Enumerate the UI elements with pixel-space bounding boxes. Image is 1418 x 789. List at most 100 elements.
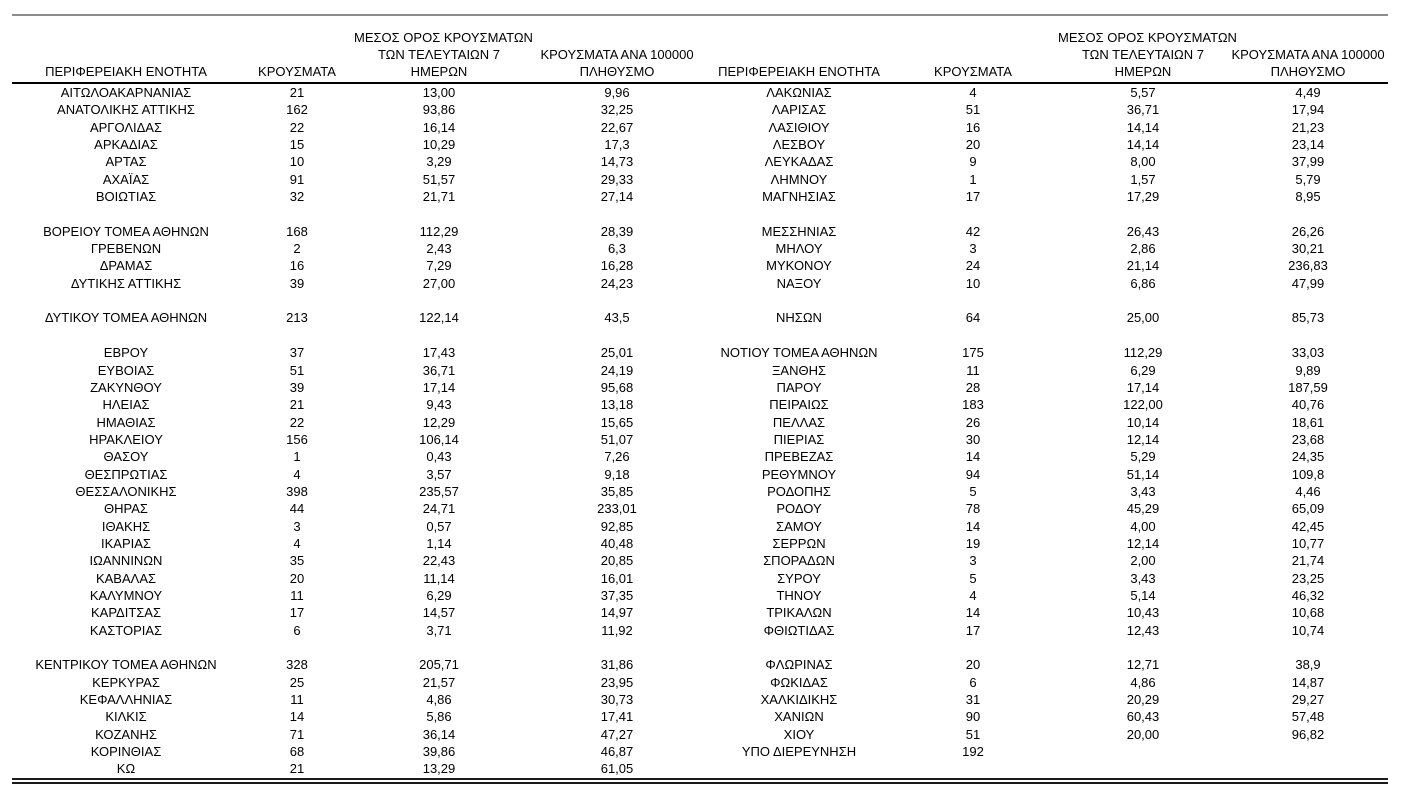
header-row: ΠΕΡΙΦΕΡΕΙΑΚΗ ΕΝΟΤΗΤΑ ΚΡΟΥΣΜΑΤΑ ΜΕΣΟΣ ΟΡΟ… bbox=[12, 15, 1388, 84]
region-cell: ΠΕΙΡΑΙΩΣ bbox=[769, 397, 829, 413]
table-row: ΙΘΑΚΗΣ 3 0,57 92,85 ΣΑΜΟΥ 14 4,00 42,45 bbox=[12, 518, 1388, 535]
table-row: ΕΥΒΟΙΑΣ 51 36,71 24,19 ΞΑΝΘΗΣ 11 6,29 9,89 bbox=[12, 362, 1388, 379]
region-cell: ΔΡΑΜΑΣ bbox=[99, 258, 153, 274]
region-cell: ΣΠΟΡΑΔΩΝ bbox=[763, 553, 835, 569]
avg7-cell: 10,29 bbox=[422, 137, 456, 153]
per100k-cell: 16,28 bbox=[600, 258, 634, 274]
per100k-cell: 38,9 bbox=[1295, 657, 1321, 673]
per100k-cell: 18,61 bbox=[1291, 414, 1325, 430]
avg7-cell: 122,14 bbox=[419, 310, 459, 326]
region-cell: ΤΗΝΟΥ bbox=[776, 587, 822, 603]
avg7-cell: 8,00 bbox=[1130, 154, 1156, 170]
region-cell bbox=[12, 639, 240, 656]
region-cell: ΔΥΤΙΚΟΥ ΤΟΜΕΑ ΑΘΗΝΩΝ bbox=[44, 310, 208, 326]
region-cell: ΑΝΑΤΟΛΙΚΗΣ ΑΤΤΙΚΗΣ bbox=[57, 102, 195, 118]
region-cell: ΛΑΚΩΝΙΑΣ bbox=[766, 85, 832, 100]
cases-cell: 17 bbox=[965, 189, 981, 205]
table-row bbox=[12, 292, 1388, 309]
col-header-avg7-right: ΜΕΣΟΣ ΟΡΟΣ ΚΡΟΥΣΜΑΤΩΝ ΤΩΝ ΤΕΛΕΥΤΑΙΩΝ 7 Η… bbox=[1058, 15, 1237, 84]
region-cell: ΚΙΛΚΙΣ bbox=[105, 709, 147, 725]
avg7-cell: 12,43 bbox=[1126, 622, 1160, 638]
avg7-cell: 0,43 bbox=[426, 449, 452, 465]
avg7-cell: 11,14 bbox=[423, 570, 455, 586]
table-row: ΙΚΑΡΙΑΣ 4 1,14 40,48 ΣΕΡΡΩΝ 19 12,14 10,77 bbox=[12, 535, 1388, 552]
table-row: ΑΧΑΪΑΣ 91 51,57 29,33 ΛΗΜΝΟΥ 1 1,57 5,79 bbox=[12, 171, 1388, 188]
cases-cell: 11 bbox=[290, 692, 304, 708]
per100k-cell: 21,23 bbox=[1291, 119, 1325, 135]
per100k-cell: 57,48 bbox=[1291, 709, 1325, 725]
table-row: ΔΥΤΙΚΗΣ ΑΤΤΙΚΗΣ 39 27,00 24,23 ΝΑΞΟΥ 10 6,86 47… bbox=[12, 275, 1388, 292]
per100k-cell: 7,26 bbox=[604, 449, 630, 465]
avg7-cell: 21,71 bbox=[422, 189, 456, 205]
region-cell: ΚΩ bbox=[116, 761, 136, 777]
region-cell: ΛΑΡΙΣΑΣ bbox=[771, 102, 827, 118]
cases-cell: 22 bbox=[289, 119, 305, 135]
per100k-cell: 33,03 bbox=[1291, 345, 1325, 361]
per100k-cell: 14,87 bbox=[1291, 674, 1325, 690]
avg7-cell bbox=[1058, 743, 1228, 760]
avg7-cell: 2,86 bbox=[1130, 241, 1156, 257]
cases-cell: 21 bbox=[289, 761, 305, 777]
region-cell: ΛΗΜΝΟΥ bbox=[770, 171, 828, 187]
region-cell: ΡΕΘΥΜΝΟΥ bbox=[761, 466, 837, 482]
region-cell: ΤΡΙΚΑΛΩΝ bbox=[766, 605, 832, 621]
cases-cell: 20 bbox=[965, 137, 981, 153]
region-cell: ΣΑΜΟΥ bbox=[776, 518, 822, 534]
per100k-cell bbox=[1228, 760, 1388, 780]
cases-cell: 156 bbox=[286, 431, 308, 447]
region-cell: ΡΟΔΟΥ bbox=[776, 501, 822, 517]
region-cell: ΧΙΟΥ bbox=[783, 726, 815, 742]
avg7-cell: 1,14 bbox=[426, 535, 452, 551]
regional-cases-table: ΠΕΡΙΦΕΡΕΙΑΚΗ ΕΝΟΤΗΤΑ ΚΡΟΥΣΜΑΤΑ ΜΕΣΟΣ ΟΡΟ… bbox=[12, 14, 1388, 784]
per100k-cell: 25,01 bbox=[600, 345, 634, 361]
avg7-cell: 3,43 bbox=[1130, 483, 1156, 499]
cases-cell: 2 bbox=[293, 241, 301, 257]
cases-cell: 32 bbox=[289, 189, 305, 205]
per100k-cell: 96,82 bbox=[1291, 726, 1325, 742]
table-row: ΚΕΡΚΥΡΑΣ 25 21,57 23,95 ΦΩΚΙΔΑΣ 6 4,86 14,87 bbox=[12, 674, 1388, 691]
region-cell bbox=[12, 205, 240, 222]
per100k-cell: 22,67 bbox=[600, 119, 634, 135]
cases-cell: 17 bbox=[965, 622, 981, 638]
per100k-cell bbox=[524, 639, 710, 656]
cases-cell bbox=[240, 639, 354, 656]
table-row: ΔΡΑΜΑΣ 16 7,29 16,28 ΜΥΚΟΝΟΥ 24 21,14 236,83 bbox=[12, 257, 1388, 274]
avg7-cell bbox=[1058, 760, 1228, 780]
table-row: ΚΕΝΤΡΙΚΟΥ ΤΟΜΕΑ ΑΘΗΝΩΝ 328 205,71 31,86 ΦΛΩΡ… bbox=[12, 656, 1388, 673]
avg7-cell bbox=[354, 205, 524, 222]
avg7-cell: 45,29 bbox=[1126, 501, 1160, 517]
cases-cell: 9 bbox=[969, 154, 977, 170]
avg7-cell: 14,57 bbox=[422, 605, 456, 621]
avg7-cell: 3,43 bbox=[1130, 570, 1156, 586]
avg7-cell: 5,86 bbox=[426, 709, 452, 725]
avg7-cell: 21,57 bbox=[422, 674, 456, 690]
table-row: ΚΟΡΙΝΘΙΑΣ 68 39,86 46,87 ΥΠΟ ΔΙΕΡΕΥΝΗΣΗ 192 bbox=[12, 743, 1388, 760]
per100k-cell: 92,85 bbox=[600, 518, 634, 534]
cases-cell: 168 bbox=[286, 223, 308, 239]
cases-cell: 19 bbox=[965, 535, 981, 551]
cases-cell: 94 bbox=[965, 466, 981, 482]
avg7-cell: 2,43 bbox=[426, 241, 452, 257]
cases-cell: 3 bbox=[293, 518, 301, 534]
cases-cell bbox=[240, 292, 354, 309]
per100k-cell: 109,8 bbox=[1291, 466, 1325, 482]
col-header-region-left-label: ΠΕΡΙΦΕΡΕΙΑΚΗ ΕΝΟΤΗΤΑ bbox=[45, 64, 207, 79]
per100k-cell: 95,68 bbox=[600, 379, 634, 395]
region-cell: ΚΕΡΚΥΡΑΣ bbox=[92, 674, 160, 690]
cases-cell: 14 bbox=[965, 449, 981, 465]
cases-cell: 213 bbox=[286, 310, 308, 326]
avg7-cell: 12,71 bbox=[1126, 657, 1160, 673]
col-header-avg7-left-line3: ΗΜΕΡΩΝ bbox=[410, 64, 468, 79]
cases-cell: 1 bbox=[969, 171, 977, 187]
avg7-cell: 4,00 bbox=[1130, 518, 1156, 534]
cases-cell: 31 bbox=[965, 692, 981, 708]
cases-cell: 4 bbox=[969, 587, 977, 603]
region-cell: ΞΑΝΘΗΣ bbox=[771, 362, 827, 378]
cases-cell: 51 bbox=[965, 102, 981, 118]
per100k-cell: 26,26 bbox=[1291, 223, 1325, 239]
avg7-cell: 14,14 bbox=[1126, 119, 1160, 135]
table-row: ΗΡΑΚΛΕΙΟΥ 156 106,14 51,07 ΠΙΕΡΙΑΣ 30 12,14 23,… bbox=[12, 431, 1388, 448]
table-row: ΚΑΒΑΛΑΣ 20 11,14 16,01 ΣΥΡΟΥ 5 3,43 23,25 bbox=[12, 570, 1388, 587]
per100k-cell bbox=[524, 205, 710, 222]
region-cell: ΦΘΙΩΤΙΔΑΣ bbox=[763, 622, 835, 638]
